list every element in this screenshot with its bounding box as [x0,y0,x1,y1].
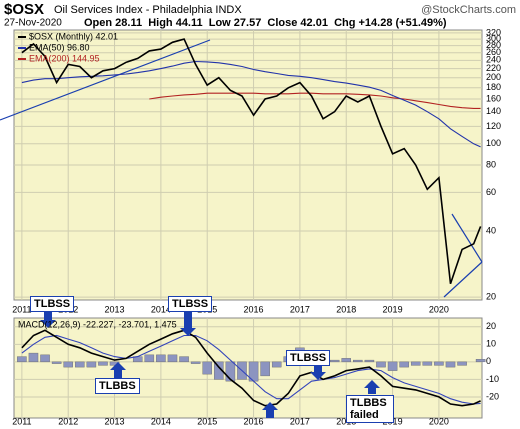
y-tick-label: 60 [486,187,496,197]
y-tick-label: 0 [486,356,491,366]
y-tick-label: 20 [486,321,496,331]
y-tick-label: 260 [486,47,501,57]
trend-line [0,39,211,121]
x-tick-label: 2013 [105,304,125,314]
histogram-bar [190,361,201,364]
histogram-bar [167,354,178,363]
x-tick-label: 2016 [244,416,264,426]
annotation: TLBSS [168,296,213,312]
legend-label: EMA(200) 144.95 [29,53,100,63]
histogram-bar [364,359,375,363]
x-tick-label: 2016 [244,304,264,314]
histogram-bar [40,354,50,363]
histogram-bar [353,359,363,363]
histogram-bar [179,356,189,363]
x-tick-label: 2013 [105,416,125,426]
y-tick-label: 140 [486,106,501,116]
y-tick-label: 300 [486,33,501,43]
y-tick-label: 280 [486,40,501,50]
x-tick-label: 2018 [336,304,356,314]
x-tick-label: 2020 [429,304,449,314]
histogram-bar [475,359,486,363]
histogram-bar [422,361,433,366]
histogram-bar [457,361,467,366]
histogram-bar [63,361,73,368]
annotation: TLBBS failed [346,395,394,423]
y-tick-label: 220 [486,63,501,73]
histogram-bar [214,361,224,380]
histogram-bar [260,361,270,377]
y-tick-label: 120 [486,121,501,131]
histogram-bar [75,361,85,368]
series-line [21,60,481,148]
histogram-bar [28,352,39,363]
histogram-bar [202,361,212,375]
histogram-bar [17,356,27,363]
quote: Open 28.11 High 44.11 Low 27.57 Close 42… [84,17,447,29]
x-tick-label: 2015 [197,416,217,426]
x-tick-label: 2011 [12,304,31,314]
y-tick-label: -20 [486,391,499,401]
histogram-bar [376,361,386,368]
series-line [21,329,481,407]
histogram-bar [434,361,444,366]
x-tick-label: 2019 [383,304,403,314]
y-tick-label: 80 [486,159,496,169]
histogram-bar [399,361,409,368]
histogram-bar [86,361,97,368]
histogram-bar [98,361,108,366]
histogram-bar [387,361,398,371]
y-tick-label: 40 [486,225,496,235]
y-tick-label: 200 [486,72,501,82]
symbol: $OSX [4,1,44,18]
histogram-bar [329,359,340,363]
y-tick-label: -10 [486,374,499,384]
chart-title: Oil Services Index - Philadelphia INDX [54,4,242,16]
x-tick-label: 2017 [290,416,310,426]
legend-label: EMA(50) 96.80 [29,42,90,52]
y-tick-label: 240 [486,55,501,65]
trend-line [451,213,483,263]
y-tick-label: 10 [486,339,496,349]
histogram-bar [341,358,351,363]
histogram-bar [144,354,155,363]
x-tick-label: 2017 [290,304,310,314]
date: 27-Nov-2020 [4,18,62,29]
arrows [40,312,380,418]
y-tick-label: 180 [486,82,501,92]
annotation: TLBBS [95,378,140,394]
histogram-bar [225,361,236,382]
x-tick-label: 2020 [429,416,449,426]
annotation: TLBSS [286,350,331,366]
histogram-bar [445,361,456,368]
annotation: TLBSS [30,296,75,312]
macd-label: MACD(12,26,9) -22.227, -23.701, 1.475 [18,319,177,329]
y-tick-label: 100 [486,138,501,148]
x-tick-label: 2014 [151,304,171,314]
x-tick-label: 2014 [151,416,171,426]
macd-panel [13,317,483,419]
y-tick-label: 160 [486,93,501,103]
source: @StockCharts.com [421,4,516,16]
y-tick-label: 20 [486,291,496,301]
histogram-bar [156,354,166,363]
x-tick-label: 2011 [12,416,31,426]
x-tick-label: 2012 [58,416,78,426]
series-line [149,92,481,109]
histogram-bar [51,361,62,364]
histogram-bar [271,361,282,368]
trend-line [443,261,483,298]
series-line [21,334,481,405]
legend-label: $OSX (Monthly) 42.01 [29,31,118,41]
y-tick-label: 320 [486,27,501,37]
histogram-bar [410,361,421,366]
series-line [21,38,482,285]
